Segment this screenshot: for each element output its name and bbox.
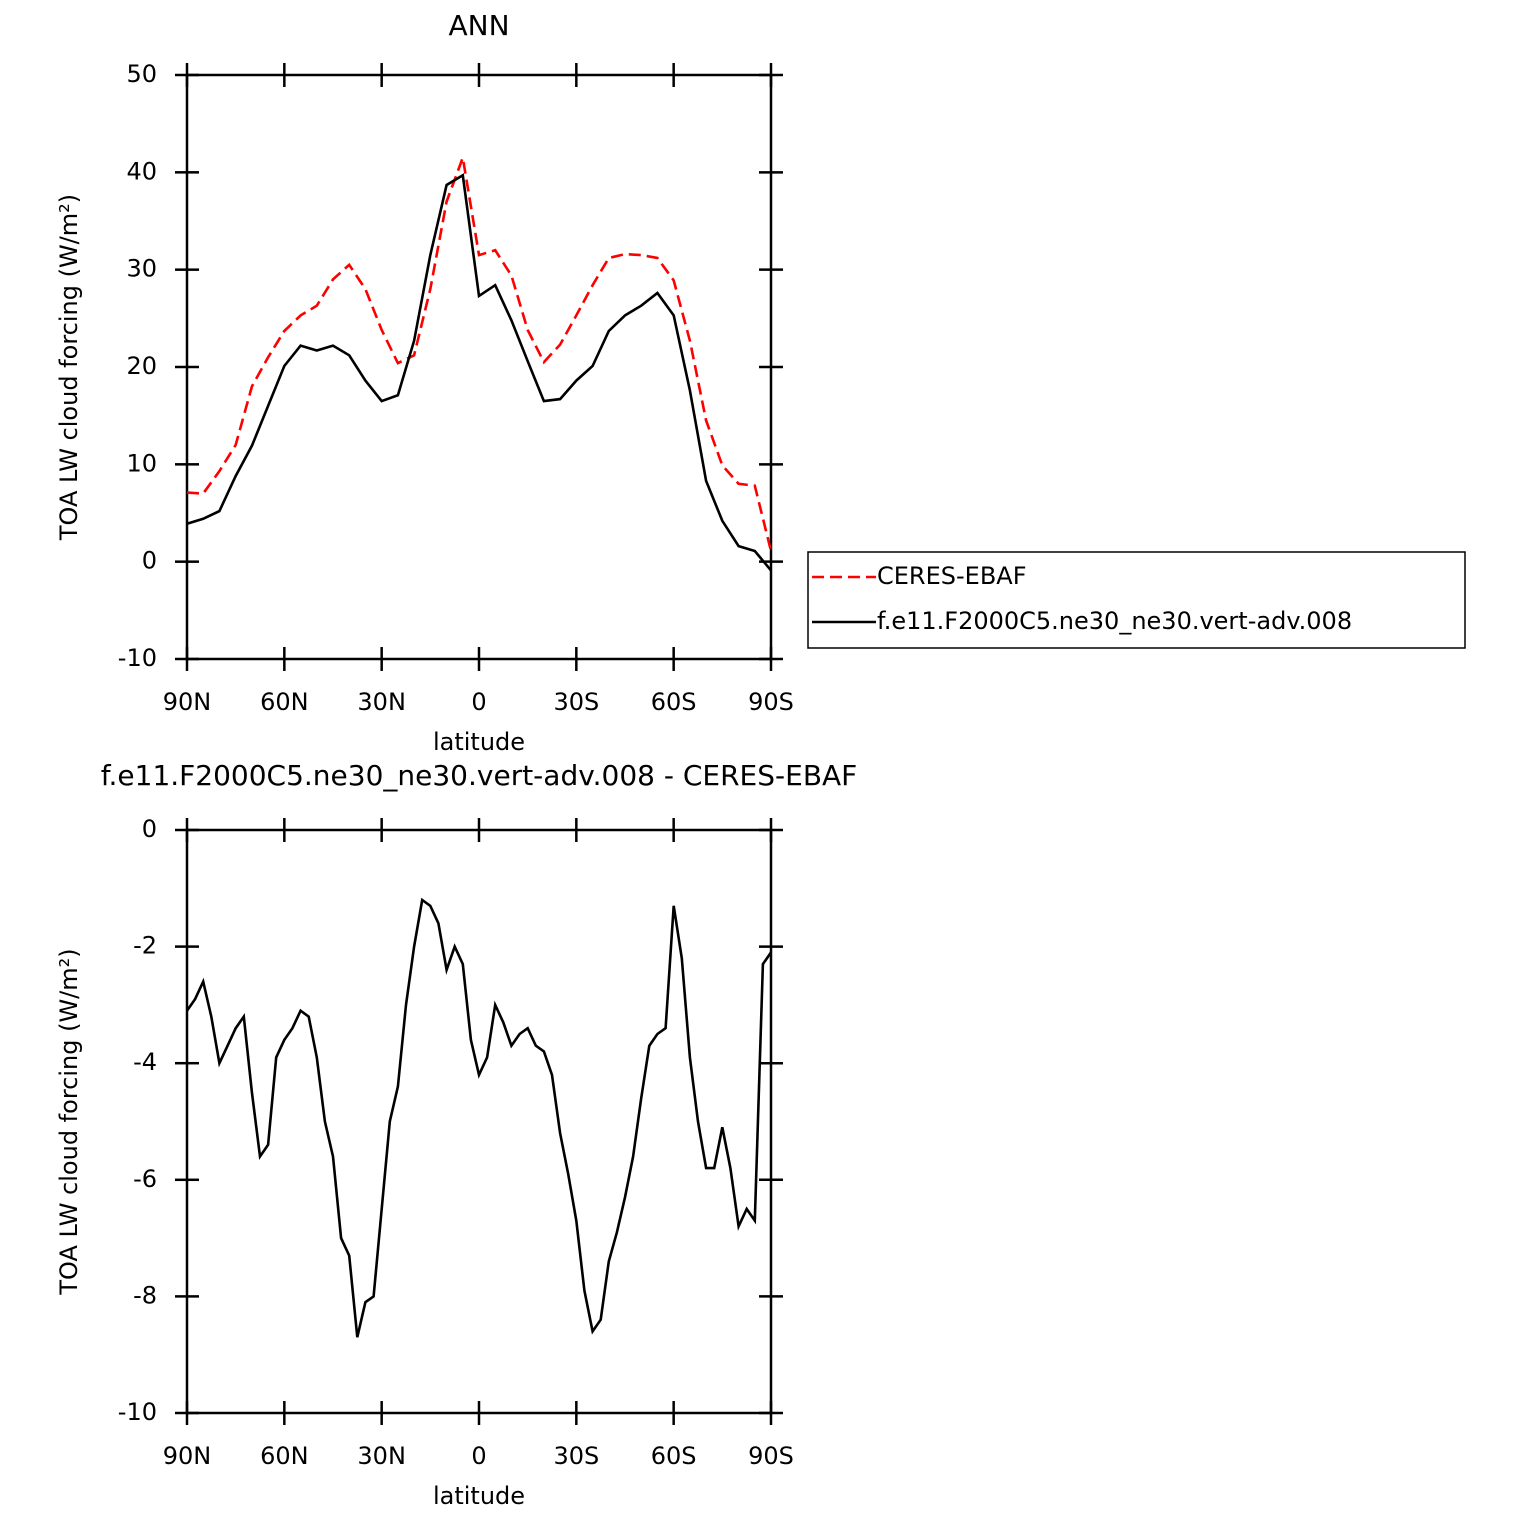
plot-frame xyxy=(185,73,773,661)
x-tick-label: 90N xyxy=(163,1442,212,1470)
legend-box xyxy=(807,551,1466,649)
x-tick-label: 0 xyxy=(471,688,486,716)
legend-label: CERES-EBAF xyxy=(877,562,1027,590)
data-line xyxy=(186,173,772,572)
y-tick-label: 30 xyxy=(126,255,157,283)
x-tick-label: 90S xyxy=(748,1442,794,1470)
y-tick-label: -10 xyxy=(118,644,157,672)
x-axis-label: latitude xyxy=(433,728,525,756)
x-tick-label: 30S xyxy=(553,688,599,716)
x-tick-label: 90N xyxy=(163,688,212,716)
y-tick-label: 0 xyxy=(142,547,157,575)
y-tick-label: 50 xyxy=(126,60,157,88)
plot-frame xyxy=(185,828,773,1415)
data-line xyxy=(186,152,773,552)
x-tick-label: 0 xyxy=(471,1442,486,1470)
x-tick-label: 60N xyxy=(260,1442,309,1470)
y-tick-label: -2 xyxy=(133,932,157,960)
y-axis-label: TOA LW cloud forcing (W/m²) xyxy=(55,194,83,541)
x-tick-label: 30N xyxy=(357,1442,406,1470)
y-axis-label: TOA LW cloud forcing (W/m²) xyxy=(55,948,83,1295)
x-tick-label: 30S xyxy=(553,1442,599,1470)
y-tick-label: -4 xyxy=(133,1048,157,1076)
y-tick-label: 10 xyxy=(126,449,157,477)
chart-title: ANN xyxy=(448,9,509,42)
x-axis-label: latitude xyxy=(433,1482,525,1510)
x-tick-label: 60S xyxy=(651,688,697,716)
x-tick-label: 30N xyxy=(357,688,406,716)
data-line xyxy=(185,897,773,1338)
y-tick-label: 20 xyxy=(126,352,157,380)
chart-title: f.e11.F2000C5.ne30_ne30.vert-adv.008 - C… xyxy=(101,759,858,792)
y-tick-label: 0 xyxy=(142,815,157,843)
x-tick-label: 90S xyxy=(748,688,794,716)
y-tick-label: -10 xyxy=(118,1398,157,1426)
legend-label: f.e11.F2000C5.ne30_ne30.vert-adv.008 xyxy=(877,607,1352,635)
x-tick-label: 60S xyxy=(651,1442,697,1470)
y-tick-label: -6 xyxy=(133,1165,157,1193)
x-tick-label: 60N xyxy=(260,688,309,716)
y-tick-label: -8 xyxy=(133,1281,157,1309)
y-tick-label: 40 xyxy=(126,157,157,185)
